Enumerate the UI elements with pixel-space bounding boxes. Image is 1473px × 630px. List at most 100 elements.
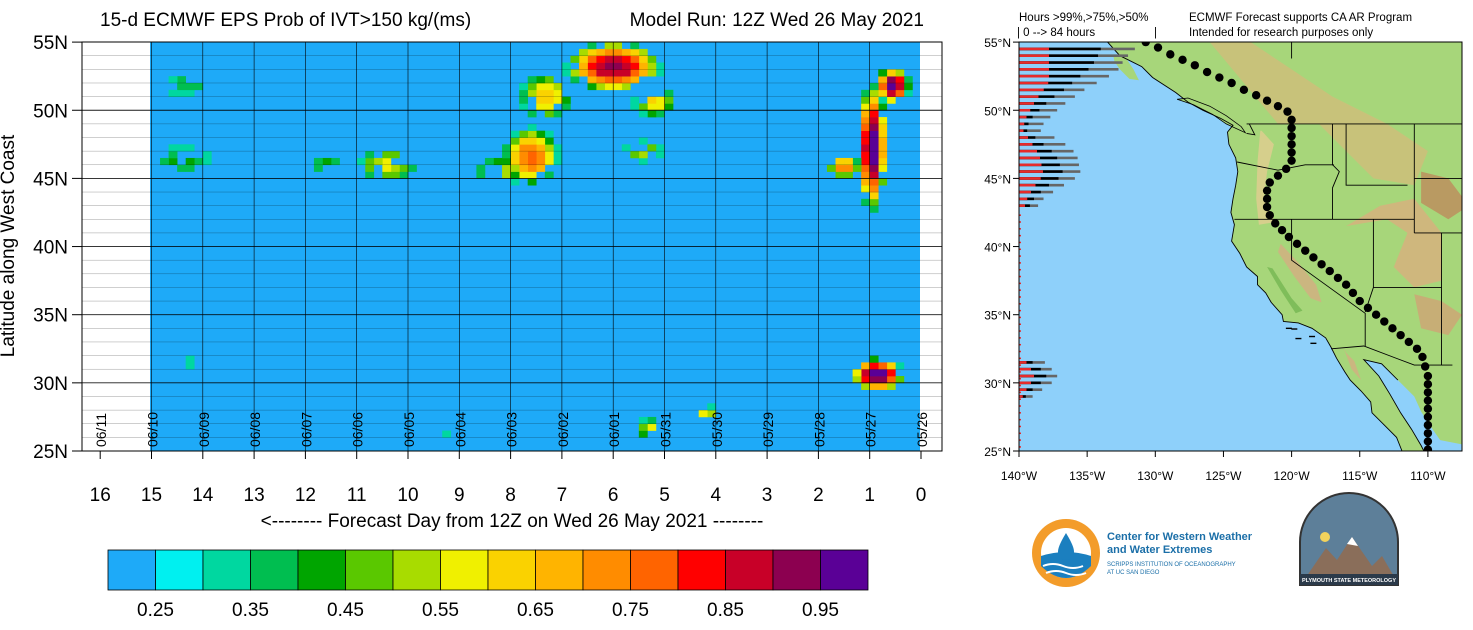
heatmap-cell — [852, 369, 862, 377]
x-tick-label: 12 — [295, 485, 316, 506]
heatmap-cell — [177, 82, 186, 91]
coast-point — [1355, 296, 1364, 306]
heatmap-cell — [895, 76, 905, 84]
heatmap-cell — [536, 164, 546, 172]
model-run-label: Model Run: 12Z Wed 26 May 2021 — [630, 10, 924, 31]
heatmap-cell — [613, 55, 623, 63]
heatmap-cell — [869, 362, 879, 370]
heatmap-cell — [655, 69, 665, 77]
psu-banner — [1300, 574, 1398, 585]
map-lat-label: 50°N — [984, 104, 1011, 118]
heatmap-cell — [604, 55, 614, 63]
heatmap-cell — [878, 130, 888, 138]
map-coast-dots — [1141, 42, 1433, 451]
heatmap-cell — [664, 103, 674, 111]
heatmap-cell — [895, 362, 905, 370]
heatmap-cell — [194, 157, 204, 166]
terrain-patch — [1209, 42, 1428, 186]
cw3e-name-line1: Center for Western Weather — [1107, 531, 1253, 543]
x-tick-label: 8 — [505, 485, 516, 506]
coast-point — [1262, 186, 1272, 195]
heatmap-cell — [527, 110, 537, 118]
heatmap-cell — [553, 151, 563, 159]
heatmap-cell — [561, 96, 571, 104]
heatmap-cell — [886, 76, 896, 84]
heatmap-cell — [544, 103, 554, 111]
coast-point — [1396, 330, 1405, 340]
x-tick-label: 6 — [608, 485, 619, 506]
heatmap-cell — [373, 157, 383, 166]
heatmap-cell — [664, 96, 674, 104]
map-lat-label: 55°N — [984, 36, 1011, 50]
colorbar-box — [535, 549, 584, 591]
heatmap-cell — [861, 198, 870, 206]
heatmap-cell — [313, 164, 323, 172]
heatmap-cell — [638, 69, 648, 77]
heatmap-cell — [861, 137, 870, 145]
heatmap-cell — [365, 171, 375, 179]
heatmap-cell — [527, 171, 537, 179]
heatmap-cell — [878, 96, 888, 104]
heatmap-cell — [869, 376, 879, 384]
heatmap-cell — [596, 62, 605, 70]
heatmap-cell — [579, 55, 588, 63]
colorbar-box — [582, 549, 631, 591]
coast-point — [1287, 148, 1296, 157]
heatmap-cell — [510, 164, 520, 172]
heatmap-cell — [536, 151, 546, 159]
y-tick-label: 45N — [33, 169, 68, 190]
heatmap-cell — [544, 157, 554, 166]
heatmap-cell — [630, 62, 640, 70]
heatmap-cell — [707, 410, 717, 418]
heatmap-cell — [869, 96, 879, 104]
colorbar-box — [107, 549, 156, 591]
heatmap-cell — [707, 403, 717, 411]
terrain-patch — [1343, 347, 1362, 381]
x-tick-label: 10 — [397, 485, 418, 506]
heatmap-cell — [638, 55, 648, 63]
heatmap-cell — [638, 416, 648, 425]
heatmap-cell — [527, 157, 537, 166]
heatmap-cell — [561, 69, 571, 77]
heatmap-cell — [604, 42, 614, 50]
date-label: 06/06 — [350, 412, 366, 447]
heatmap-cell — [390, 151, 400, 159]
heatmap-cell — [869, 164, 879, 172]
map-panel — [1019, 42, 1462, 451]
heatmap-cell — [835, 164, 845, 172]
coast-point — [1287, 115, 1296, 124]
heatmap-cell — [527, 137, 537, 145]
date-label: 06/02 — [555, 412, 571, 447]
y-tick-label: 25N — [33, 442, 68, 463]
heatmap-cell — [869, 144, 879, 152]
heatmap-cell — [869, 198, 879, 206]
heatmap-cell — [356, 157, 366, 166]
heatmap-cell — [630, 76, 640, 84]
colorbar-tick-label: 0.25 — [137, 600, 174, 621]
heatmap-cell — [861, 178, 870, 186]
border-line — [1237, 161, 1334, 171]
colorbar-tick-label: 0.85 — [707, 600, 744, 621]
date-label: 05/28 — [811, 412, 827, 447]
heatmap-cell — [861, 376, 870, 384]
map-lon-label: 130°W — [1137, 469, 1174, 483]
heatmap-cell — [869, 89, 879, 97]
heatmap-cell — [861, 164, 870, 172]
heatmap-cell — [390, 171, 400, 179]
vancouver-island-outline — [1176, 97, 1247, 134]
heatmap-cell — [527, 76, 537, 84]
heatmap-cell — [510, 171, 520, 179]
heatmap-cell — [861, 382, 870, 390]
map-hour-bars — [1019, 47, 1135, 448]
heatmap-cell — [878, 82, 888, 91]
heatmap-gridlines — [82, 42, 942, 451]
psu-mountain-icon — [1304, 537, 1396, 580]
coast-point — [1287, 131, 1296, 141]
heatmap-cell — [570, 55, 580, 63]
coast-point — [1423, 420, 1433, 430]
date-label: 05/27 — [863, 412, 879, 447]
cw3e-name-line4: AT UC SAN DIEGO — [1107, 570, 1160, 576]
heatmap-cell — [604, 48, 614, 57]
map-header-disclaimer: Intended for research purposes only — [1189, 27, 1373, 39]
date-label: 06/09 — [196, 412, 212, 447]
